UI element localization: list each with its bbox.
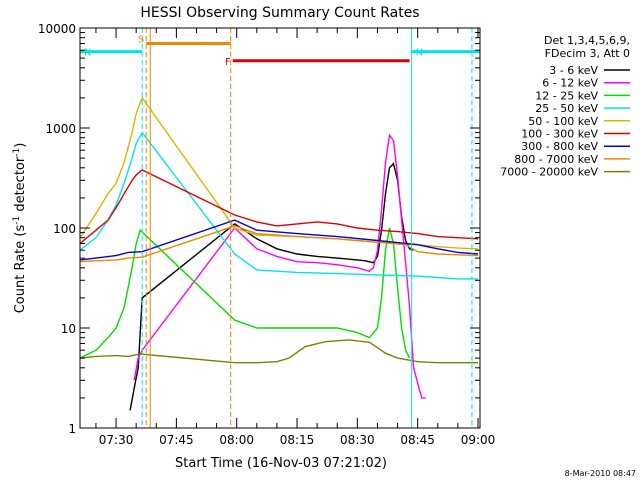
- plot-frame: [79, 27, 481, 429]
- series-7000-20000-kev-line-1: [79, 339, 478, 364]
- legend-label: 3 - 6 keV: [549, 64, 598, 77]
- timestamp: 8-Mar-2010 08:47: [565, 469, 636, 478]
- x-tick-label: 07:45: [159, 433, 194, 447]
- legend-label: 800 - 7000 keV: [514, 153, 598, 166]
- flag-layer: S N N F: [80, 34, 480, 68]
- legend: Det 1,3,4,5,6,9, FDecim 3, Att 0 3 - 6 k…: [500, 34, 630, 179]
- y-axis-label: Count Rate (s-1 detector-1): [12, 143, 28, 314]
- series-6-12-kev-line-1: [133, 133, 426, 399]
- y-tick-label: 100: [53, 222, 76, 236]
- series-800-7000-kev-line-1: [79, 225, 479, 263]
- flag-label-s-1: S: [138, 34, 144, 45]
- legend-label: 12 - 25 keV: [535, 89, 598, 102]
- y-tick-label: 1: [68, 422, 76, 436]
- series-300-800-kev-line-1: [79, 219, 479, 261]
- legend-label: 100 - 300 keV: [521, 128, 598, 141]
- legend-header-detectors: Det 1,3,4,5,6,9,: [544, 34, 630, 47]
- axis-layer: 07:30 07:45 08:00 08:15 08:30 08:45 09:00 1 10 10…: [38, 22, 495, 447]
- flag-label-n-2: N: [84, 48, 91, 59]
- y-tick-label: 1000: [45, 122, 76, 136]
- series-3-6-kev-line-1: [129, 162, 414, 411]
- series-layer: [79, 96, 479, 411]
- x-tick-label: 09:00: [461, 433, 496, 447]
- x-axis-label: Start Time (16-Nov-03 07:21:02): [175, 456, 387, 471]
- y-tick-label: 10: [61, 322, 76, 336]
- chart-title: HESSI Observing Summary Count Rates: [140, 5, 419, 21]
- flag-label-n-3: N: [416, 48, 423, 59]
- legend-label: 25 - 50 keV: [535, 102, 598, 115]
- legend-header-decimation: FDecim 3, Att 0: [545, 47, 630, 60]
- y-tick-label: 10000: [38, 22, 76, 36]
- x-tick-label: 08:00: [219, 433, 254, 447]
- x-tick-label: 08:30: [340, 433, 375, 447]
- legend-label: 7000 - 20000 keV: [500, 166, 598, 179]
- legend-label: 50 - 100 keV: [528, 115, 598, 128]
- x-tick-label: 08:45: [400, 433, 435, 447]
- flag-label-f-4: F: [225, 57, 231, 68]
- legend-label: 6 - 12 keV: [542, 77, 598, 90]
- x-tick-label: 07:30: [99, 433, 134, 447]
- x-tick-label: 08:15: [280, 433, 315, 447]
- series-25-50-kev-line-1: [79, 131, 478, 280]
- series-12-25-kev-line-1: [79, 227, 411, 359]
- series-100-300-kev-line-1: [79, 169, 479, 245]
- legend-label: 300 - 800 keV: [521, 140, 598, 153]
